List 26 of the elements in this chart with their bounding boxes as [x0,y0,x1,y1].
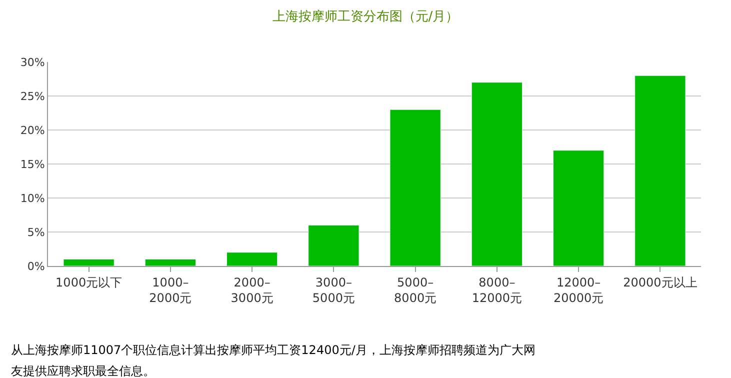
bar [634,75,686,266]
bar [390,109,441,266]
bar [226,252,278,266]
y-tick-label: 25% [20,90,45,103]
x-tick-label: 1000元以下 [56,275,122,290]
chart-title: 上海按摩师工资分布图（元/月） [272,9,459,24]
y-tick-label: 0% [27,260,45,273]
x-tick-label: 5000– 8000元 [394,275,437,305]
y-tick-label: 5% [27,226,45,239]
x-tick-label: 12000– 20000元 [553,275,604,305]
bar [63,258,114,266]
x-tick-label: 20000元以上 [623,275,698,290]
bar [308,224,360,266]
x-tick-label: 3000– 5000元 [312,275,355,305]
y-tick-label: 30% [20,56,45,69]
text: 友提供应聘求职最全信息。 [11,364,155,378]
text: 从上海按摩师11007个职位信息计算出按摩师平均工资12400元/月，上海按摩师招聘频道为广大网 [11,343,536,357]
bar [471,82,522,266]
y-tick-label: 15% [20,158,45,171]
y-tick-label: 10% [20,192,45,205]
x-tick-label: 1000– 2000元 [149,275,192,305]
bar [144,258,196,266]
x-tick-label: 8000– 12000元 [472,275,522,305]
y-tick-label: 20% [20,124,45,137]
x-tick-label: 2000– 3000元 [230,275,274,305]
bar [553,150,604,266]
